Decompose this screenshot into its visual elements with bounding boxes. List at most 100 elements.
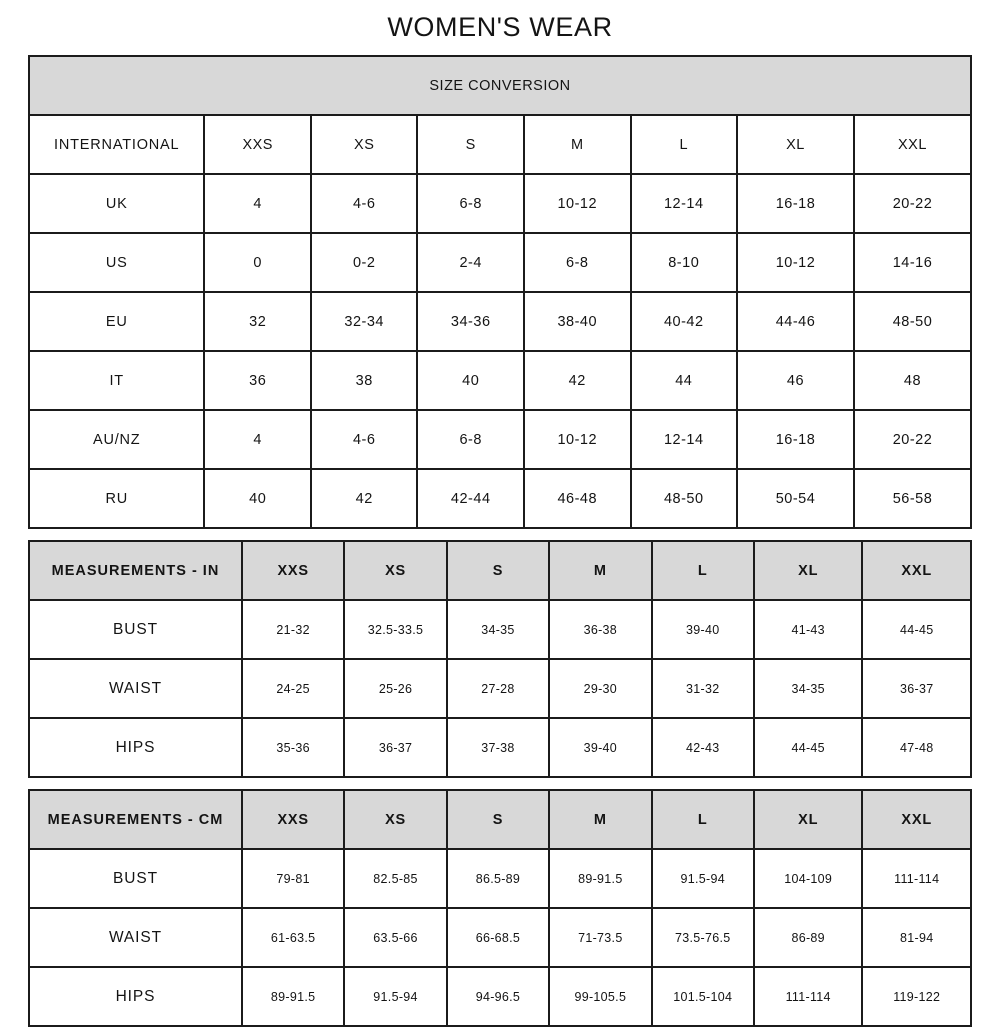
- size-conversion-banner: SIZE CONVERSION: [28, 55, 972, 116]
- cell-waist-in-m: 29-30: [548, 658, 653, 719]
- row-label-it: IT: [27, 350, 206, 411]
- cell-aunz-xl: 16-18: [736, 409, 855, 470]
- measurements-in-header-row: MEASUREMENTS - IN XXS XS S M L XL XXL: [28, 540, 972, 601]
- column-header-l: L: [650, 540, 755, 601]
- column-header-m: M: [548, 540, 653, 601]
- column-header-xs: XS: [343, 789, 448, 850]
- cell-waist-cm-xxl: 81-94: [861, 907, 972, 968]
- cell-uk-xxs: 4: [203, 173, 312, 234]
- cell-waist-in-l: 31-32: [650, 658, 755, 719]
- cell-it-xs: 38: [309, 350, 419, 411]
- cell-it-s: 40: [416, 350, 525, 411]
- column-header-xl: XL: [752, 540, 864, 601]
- row-label-bust-in: BUST: [28, 599, 243, 660]
- row-label-uk: UK: [27, 173, 206, 234]
- row-label-hips-in: HIPS: [28, 717, 243, 778]
- column-header-xs: XS: [343, 540, 448, 601]
- table-row: AU/NZ 4 4-6 6-8 10-12 12-14 16-18 20-22: [27, 409, 973, 470]
- cell-us-s: 2-4: [416, 232, 525, 293]
- cell-aunz-l: 12-14: [629, 409, 739, 470]
- size-conversion-header-row: INTERNATIONAL XXS XS S M L XL XXL: [27, 114, 973, 175]
- column-header-xxl: XXL: [861, 540, 972, 601]
- cell-bust-cm-xl: 104-109: [752, 848, 864, 909]
- cell-bust-in-l: 39-40: [650, 599, 755, 660]
- row-label-hips-cm: HIPS: [28, 966, 243, 1027]
- cell-waist-in-xl: 34-35: [752, 658, 864, 719]
- cell-bust-cm-l: 91.5-94: [650, 848, 755, 909]
- cell-bust-cm-s: 86.5-89: [445, 848, 551, 909]
- measurements-in-table: MEASUREMENTS - IN XXS XS S M L XL XXL BU…: [28, 540, 972, 778]
- page-title: WOMEN'S WEAR: [387, 12, 613, 42]
- row-label-aunz: AU/NZ: [27, 409, 206, 470]
- cell-hips-in-s: 37-38: [445, 717, 551, 778]
- cell-waist-cm-s: 66-68.5: [445, 907, 551, 968]
- cell-bust-cm-xxl: 111-114: [861, 848, 972, 909]
- cell-waist-in-s: 27-28: [445, 658, 551, 719]
- cell-eu-l: 40-42: [629, 291, 739, 352]
- table-row: BUST 79-81 82.5-85 86.5-89 89-91.5 91.5-…: [28, 848, 972, 909]
- column-header-s: S: [416, 114, 525, 175]
- row-label-eu: EU: [27, 291, 206, 352]
- cell-ru-xxl: 56-58: [852, 468, 973, 529]
- cell-aunz-xs: 4-6: [309, 409, 419, 470]
- cell-bust-in-s: 34-35: [445, 599, 551, 660]
- cell-hips-cm-m: 99-105.5: [548, 966, 653, 1027]
- column-header-xxl: XXL: [852, 114, 973, 175]
- cell-eu-s: 34-36: [416, 291, 525, 352]
- measurements-cm-header-row: MEASUREMENTS - CM XXS XS S M L XL XXL: [28, 789, 972, 850]
- cell-ru-xxs: 40: [203, 468, 312, 529]
- cell-ru-xs: 42: [309, 468, 419, 529]
- cell-us-xxl: 14-16: [852, 232, 973, 293]
- column-header-xl: XL: [752, 789, 864, 850]
- row-label-waist-in: WAIST: [28, 658, 243, 719]
- cell-hips-cm-xs: 91.5-94: [343, 966, 448, 1027]
- table-row: WAIST 61-63.5 63.5-66 66-68.5 71-73.5 73…: [28, 907, 972, 968]
- column-header-xxs: XXS: [240, 789, 346, 850]
- cell-hips-cm-l: 101.5-104: [650, 966, 755, 1027]
- column-header-xxl: XXL: [861, 789, 972, 850]
- cell-us-l: 8-10: [629, 232, 739, 293]
- row-label-bust-cm: BUST: [28, 848, 243, 909]
- column-header-s: S: [445, 540, 551, 601]
- cell-aunz-xxl: 20-22: [852, 409, 973, 470]
- row-label-waist-cm: WAIST: [28, 907, 243, 968]
- cell-uk-xxl: 20-22: [852, 173, 973, 234]
- cell-waist-cm-xxs: 61-63.5: [240, 907, 346, 968]
- cell-us-xs: 0-2: [309, 232, 419, 293]
- cell-bust-cm-xs: 82.5-85: [343, 848, 448, 909]
- table-row: UK 4 4-6 6-8 10-12 12-14 16-18 20-22: [27, 173, 973, 234]
- cell-eu-xxl: 48-50: [852, 291, 973, 352]
- column-header-xl: XL: [736, 114, 855, 175]
- row-label-ru: RU: [27, 468, 206, 529]
- cell-us-xxs: 0: [203, 232, 312, 293]
- cell-hips-cm-xl: 111-114: [752, 966, 864, 1027]
- cell-waist-cm-m: 71-73.5: [548, 907, 653, 968]
- cell-bust-in-xs: 32.5-33.5: [343, 599, 448, 660]
- size-conversion-banner-row: SIZE CONVERSION: [28, 55, 972, 116]
- column-header-measurements-in: MEASUREMENTS - IN: [28, 540, 243, 601]
- cell-it-xxl: 48: [852, 350, 973, 411]
- column-header-measurements-cm: MEASUREMENTS - CM: [28, 789, 243, 850]
- cell-aunz-s: 6-8: [416, 409, 525, 470]
- size-conversion-table: SIZE CONVERSION INTERNATIONAL XXS XS S M…: [27, 55, 973, 529]
- size-conversion-body: SIZE CONVERSION INTERNATIONAL XXS XS S M…: [27, 55, 973, 529]
- table-row: HIPS 89-91.5 91.5-94 94-96.5 99-105.5 10…: [28, 966, 972, 1027]
- column-header-s: S: [445, 789, 551, 850]
- cell-hips-in-m: 39-40: [548, 717, 653, 778]
- cell-waist-cm-xs: 63.5-66: [343, 907, 448, 968]
- cell-it-xxs: 36: [203, 350, 312, 411]
- cell-aunz-xxs: 4: [203, 409, 312, 470]
- table-row: EU 32 32-34 34-36 38-40 40-42 44-46 48-5…: [27, 291, 973, 352]
- table-row: HIPS 35-36 36-37 37-38 39-40 42-43 44-45…: [28, 717, 972, 778]
- table-row: RU 40 42 42-44 46-48 48-50 50-54 56-58: [27, 468, 973, 529]
- measurements-in-body: MEASUREMENTS - IN XXS XS S M L XL XXL BU…: [28, 540, 972, 778]
- measurements-cm-body: MEASUREMENTS - CM XXS XS S M L XL XXL BU…: [28, 789, 972, 1027]
- table-row: BUST 21-32 32.5-33.5 34-35 36-38 39-40 4…: [28, 599, 972, 660]
- cell-eu-xxs: 32: [203, 291, 312, 352]
- cell-uk-m: 10-12: [522, 173, 632, 234]
- cell-eu-xl: 44-46: [736, 291, 855, 352]
- cell-uk-l: 12-14: [629, 173, 739, 234]
- cell-bust-in-xxl: 44-45: [861, 599, 972, 660]
- cell-it-l: 44: [629, 350, 739, 411]
- cell-bust-cm-m: 89-91.5: [548, 848, 653, 909]
